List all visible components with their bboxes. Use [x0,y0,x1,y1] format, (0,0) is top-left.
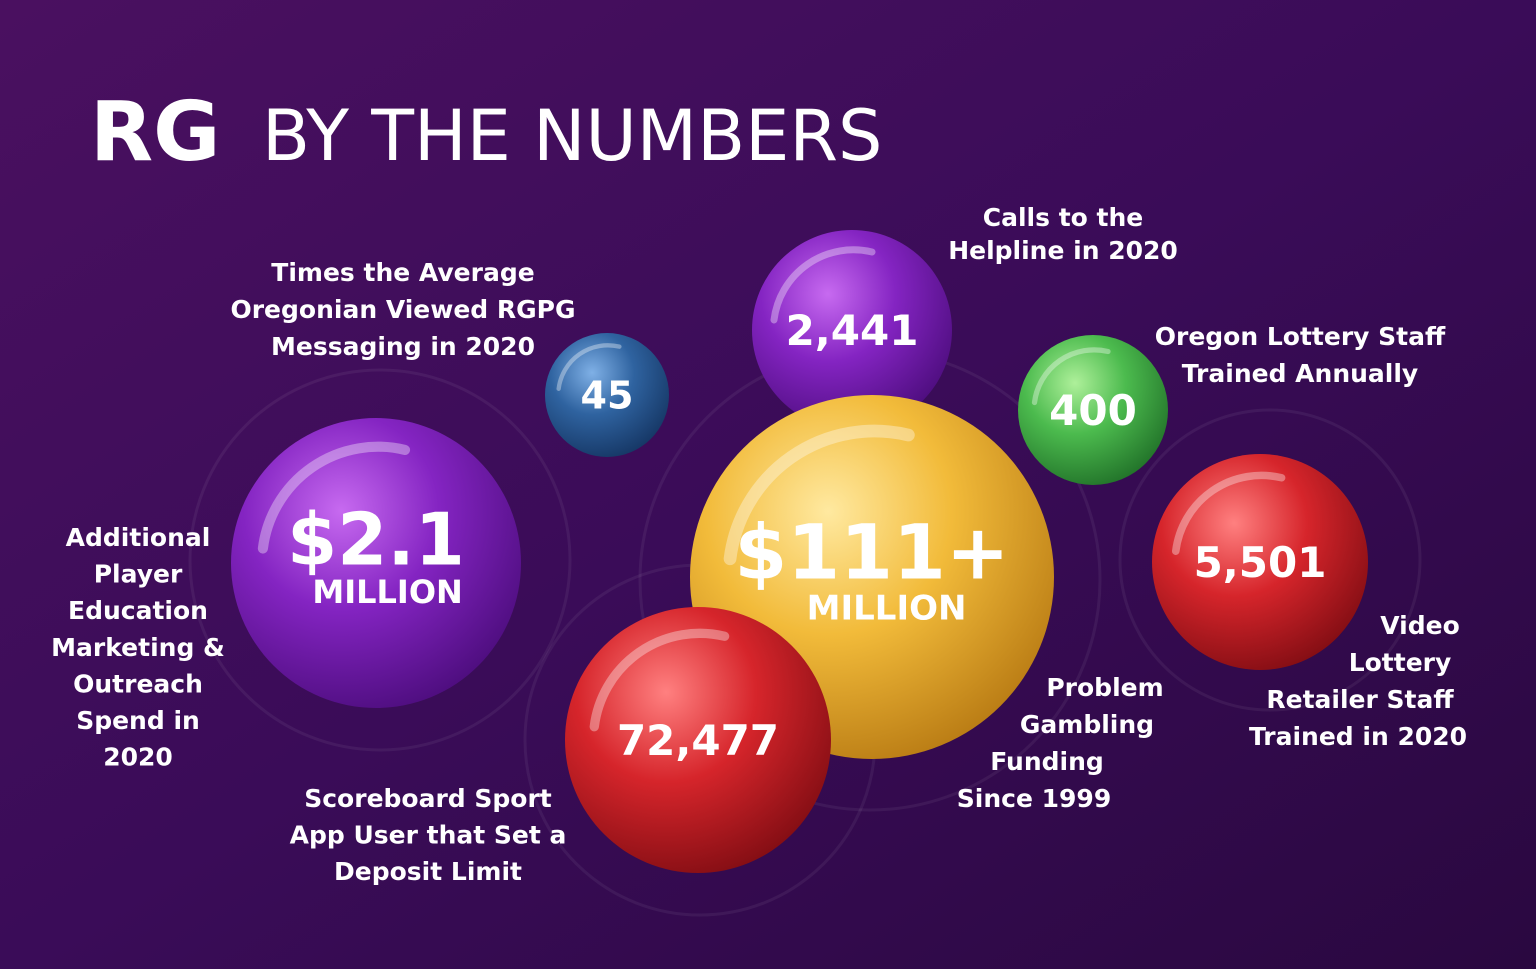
bubble-label: Since 1999 [957,784,1111,813]
bubble-highlight [556,343,622,391]
bubble-value: 400 [1049,386,1137,435]
bubble-value: 5,501 [1194,538,1327,587]
bubble-label: Funding [990,747,1104,776]
bubble-label: Spend in [76,706,200,735]
bubble-label: Player [94,560,183,589]
bubble-label: Additional [66,523,211,552]
bubble-circle [565,607,831,873]
bubble-label: Trained in 2020 [1249,722,1467,751]
bubble-label: Times the Average [271,258,534,287]
bubble-highlight [589,628,730,732]
bubbles: 2,441 Calls to the Helpline in 2020 45 Times… [51,203,1467,886]
bubble-label: Helpline in 2020 [948,236,1178,265]
bubble-label: Messaging in 2020 [271,332,535,361]
bubble-highlight [1171,471,1286,555]
bubble-label: Retailer Staff [1266,685,1454,714]
bubble: 2,441 [752,230,952,430]
bubble-label: Deposit Limit [334,857,522,886]
bubble-label: Gambling [1020,710,1154,739]
bubble-label: Lottery [1349,648,1452,677]
bubble-unit: MILLION [807,588,967,628]
bubble-label: Scoreboard Sport [304,784,552,813]
bubble-label: Video [1380,611,1460,640]
bubble-value: $111+ [734,508,1009,597]
bubble-highlight [1031,347,1111,406]
bubble-label: Oregonian Viewed RGPG [230,295,575,324]
bubble-label: Problem [1046,673,1163,702]
bubble-label: Outreach [73,669,203,698]
bubble-label: App User that Set a [290,821,567,850]
bubble-unit: MILLION [312,573,462,611]
bubble-circle [1018,335,1168,485]
bubble-label: Oregon Lottery Staff [1155,322,1446,351]
bubble-circle [1152,454,1368,670]
bubble-label: 2020 [103,743,173,772]
bubble-circle [231,418,521,708]
bubble-label: Calls to the [983,203,1143,232]
bubble-highlight [257,441,411,554]
bubble-value: $2.1 [287,497,465,581]
bubble-value: 2,441 [786,306,919,355]
bubble-highlight [770,246,876,324]
bubble: 5,501 [1152,454,1368,670]
bubble-label: Marketing & [51,633,225,662]
bubble-value: 45 [581,374,634,418]
bubble: 400 [1018,335,1168,485]
bubble-circle [545,333,669,457]
bubble-label: Trained Annually [1182,359,1418,388]
title-bold: RG [90,85,220,180]
title-rest: BY THE NUMBERS [262,95,882,177]
bubble-highlight [723,424,915,566]
bubble-value: 72,477 [617,716,779,765]
bubble: 45 [545,333,669,457]
bubble-label: Education [68,596,208,625]
bubble: 72,477 [565,607,831,873]
bubble-circle [752,230,952,430]
